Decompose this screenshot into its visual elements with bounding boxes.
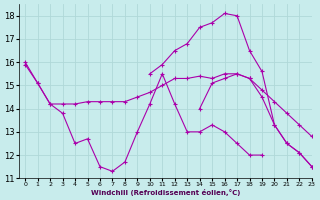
X-axis label: Windchill (Refroidissement éolien,°C): Windchill (Refroidissement éolien,°C) [91, 189, 240, 196]
